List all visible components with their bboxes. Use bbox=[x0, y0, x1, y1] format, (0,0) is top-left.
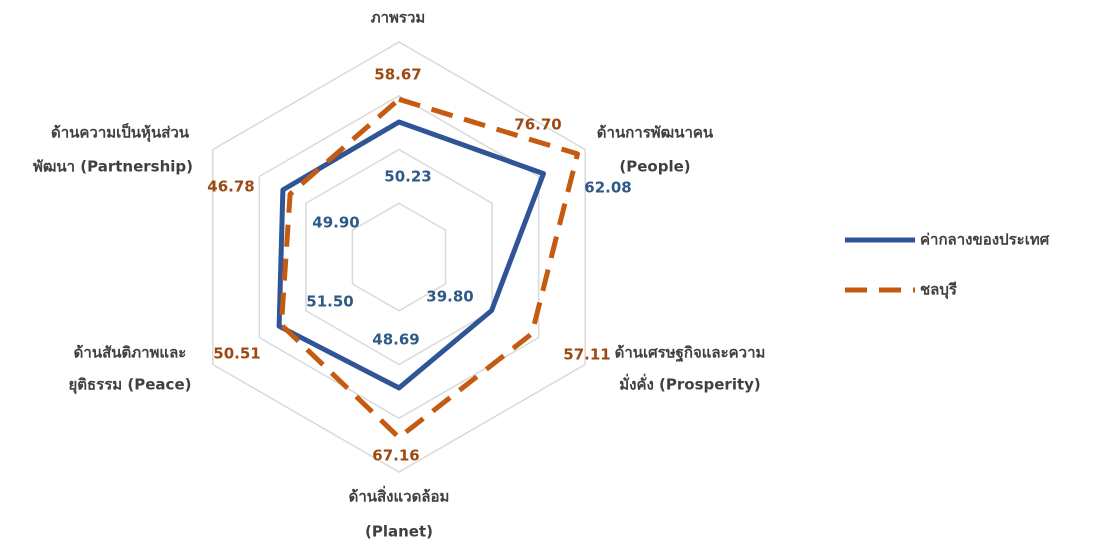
data-label: 76.70 bbox=[514, 116, 561, 134]
category-label: ด้านการพัฒนาคน bbox=[597, 124, 714, 142]
category-label: ด้านสิ่งแวดล้อม bbox=[349, 486, 450, 506]
legend-label: ชลบุรี bbox=[920, 281, 958, 300]
data-label: 57.11 bbox=[563, 346, 610, 364]
series-line bbox=[278, 96, 580, 440]
category-label: พัฒนา (Partnership) bbox=[33, 158, 193, 176]
grid-ring bbox=[305, 148, 493, 366]
data-label: 49.90 bbox=[312, 214, 359, 232]
grid-ring bbox=[212, 41, 586, 473]
category-label: ภาพรวม bbox=[371, 9, 426, 27]
category-label: (Planet) bbox=[365, 523, 433, 541]
data-label: 51.50 bbox=[306, 293, 353, 311]
category-label: ด้านสันติภาพและ bbox=[74, 344, 187, 362]
data-label: 48.69 bbox=[372, 331, 419, 349]
data-label: 58.67 bbox=[374, 66, 421, 84]
grid-ring bbox=[351, 202, 447, 312]
category-label: (People) bbox=[619, 158, 690, 176]
data-label: 62.08 bbox=[584, 179, 631, 197]
data-label: 67.16 bbox=[372, 447, 419, 465]
data-label: 39.80 bbox=[426, 288, 473, 306]
data-label: 50.51 bbox=[213, 345, 260, 363]
grid-ring bbox=[258, 94, 540, 420]
data-label: 46.78 bbox=[207, 178, 254, 196]
series-line bbox=[276, 119, 546, 391]
category-label: ด้านความเป็นหุ้นส่วน bbox=[51, 123, 190, 143]
category-label: ยุติธรรม (Peace) bbox=[69, 376, 192, 395]
data-label: 50.23 bbox=[384, 168, 431, 186]
category-label: ด้านเศรษฐกิจและความ bbox=[615, 344, 766, 363]
legend-label: ค่ากลางของประเทศ bbox=[920, 231, 1050, 249]
category-label: มั่งคั่ง (Prosperity) bbox=[619, 374, 761, 394]
